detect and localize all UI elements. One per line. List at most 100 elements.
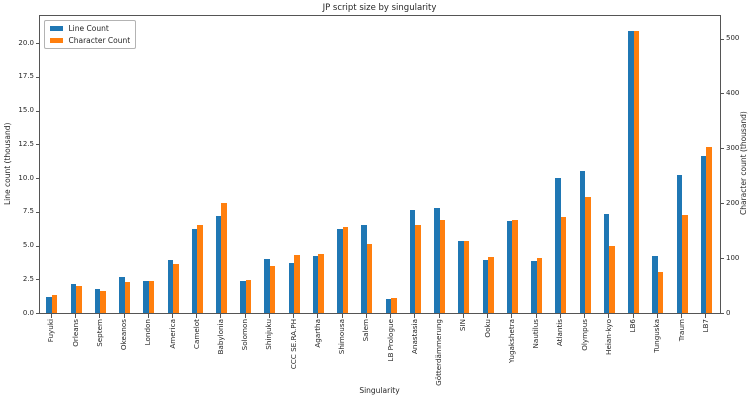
tick-mark bbox=[681, 314, 683, 318]
y-axis-right-label: Character count (thousand) bbox=[739, 111, 748, 216]
bar-line bbox=[434, 207, 440, 313]
bar-char bbox=[415, 225, 421, 313]
x-axis-ticks: Fuyuki Orleans Septem Okeanos London America C… bbox=[39, 317, 720, 397]
x-tick-label: London bbox=[143, 319, 153, 346]
bar-line bbox=[482, 260, 489, 313]
bar-char bbox=[585, 197, 591, 313]
bar-char bbox=[391, 297, 397, 313]
tick-mark bbox=[172, 314, 173, 318]
tick-mark bbox=[365, 314, 367, 318]
tick-mark bbox=[462, 314, 464, 318]
y-tick-label-right: 500 bbox=[726, 34, 740, 42]
x-tick-label: Orleans bbox=[70, 319, 80, 347]
bar-char bbox=[318, 253, 324, 313]
x-tick-label: Traum bbox=[676, 319, 686, 342]
tick-mark bbox=[147, 314, 149, 318]
x-tick-label: Agartha bbox=[312, 319, 322, 348]
bar-char bbox=[536, 258, 543, 313]
x-tick-label: Atlantis bbox=[555, 319, 565, 347]
legend-swatch bbox=[49, 26, 63, 31]
x-tick-label: Fuyuki bbox=[46, 319, 56, 343]
legend-item: Line Count bbox=[49, 23, 130, 35]
legend-label: Character Count bbox=[68, 36, 131, 45]
bar-char bbox=[100, 290, 106, 313]
x-axis-label: Singularity bbox=[359, 386, 400, 395]
tick-mark bbox=[608, 314, 610, 318]
x-tick-label: America bbox=[167, 319, 177, 349]
tick-mark bbox=[268, 314, 270, 318]
tick-mark bbox=[220, 314, 222, 318]
bar-line bbox=[94, 288, 101, 313]
bar-line bbox=[506, 220, 513, 313]
bar-char bbox=[633, 31, 640, 313]
tick-mark bbox=[584, 314, 586, 318]
bar-line bbox=[700, 156, 707, 313]
y-tick-label-right: 300 bbox=[726, 143, 740, 152]
bar-char bbox=[560, 216, 567, 313]
y-tick-label-left: 0.0 bbox=[22, 308, 34, 317]
y-tick-label-left: 2.5 bbox=[22, 274, 34, 283]
bar-char bbox=[294, 254, 300, 313]
x-tick-label: Solomon bbox=[240, 319, 250, 351]
tick-mark bbox=[511, 314, 513, 318]
tick-mark bbox=[414, 314, 416, 318]
tick-mark bbox=[35, 279, 39, 281]
bar-line bbox=[579, 170, 586, 313]
bar-line bbox=[143, 280, 149, 313]
bar-line bbox=[46, 297, 52, 313]
bar-line bbox=[119, 276, 125, 313]
x-tick-label: Olympus bbox=[579, 319, 589, 351]
tick-mark bbox=[35, 313, 39, 314]
tick-mark bbox=[487, 314, 489, 318]
bar-char bbox=[439, 219, 446, 313]
x-tick-label: Yugakshetra bbox=[506, 319, 516, 364]
tick-mark bbox=[559, 314, 561, 318]
bar-char bbox=[124, 281, 131, 313]
tick-mark bbox=[720, 38, 724, 40]
bar-char bbox=[148, 280, 155, 313]
bar-line bbox=[191, 229, 198, 313]
tick-mark bbox=[317, 314, 319, 318]
bar-line bbox=[409, 209, 416, 313]
bar-line bbox=[361, 225, 367, 313]
y-axis-left-ticks: 0.0 2.5 5.0 7.5 10.0 12.5 15.0 17.5 20.0 bbox=[0, 15, 34, 317]
bar-char bbox=[463, 241, 470, 313]
bar-line bbox=[676, 174, 683, 313]
x-tick-label: Tunguska bbox=[652, 319, 662, 353]
x-tick-label: Shinjuku bbox=[264, 319, 274, 350]
bar-line bbox=[628, 30, 634, 313]
bar-line bbox=[603, 214, 610, 313]
tick-mark bbox=[720, 148, 724, 150]
x-tick-label: LB7 bbox=[700, 319, 710, 333]
tick-mark bbox=[35, 76, 39, 78]
x-tick-label: Septem bbox=[94, 319, 104, 347]
tick-mark bbox=[35, 144, 39, 146]
tick-mark bbox=[35, 43, 39, 44]
tick-mark bbox=[50, 314, 52, 318]
bar-char bbox=[173, 264, 179, 313]
x-tick-label: Heian-kyo bbox=[603, 319, 613, 355]
tick-mark bbox=[341, 314, 343, 318]
x-tick-label: Babylonia bbox=[215, 319, 225, 355]
bar-line bbox=[70, 283, 77, 313]
tick-mark bbox=[35, 110, 39, 112]
tick-mark bbox=[123, 314, 125, 318]
tick-mark bbox=[632, 314, 634, 318]
bar-line bbox=[652, 256, 658, 313]
x-tick-label: Götterdämmerung bbox=[434, 319, 444, 386]
y-tick-label-left: 5.0 bbox=[22, 241, 34, 249]
tick-mark bbox=[535, 314, 537, 318]
y-tick-label-left: 20.0 bbox=[18, 38, 34, 47]
x-tick-label: Shimousa bbox=[337, 319, 347, 355]
bar-char bbox=[609, 246, 615, 313]
legend-item: Character Count bbox=[49, 35, 131, 47]
tick-mark bbox=[75, 314, 77, 318]
bar-char bbox=[488, 257, 494, 313]
legend: Line Count Character Count bbox=[43, 20, 136, 49]
bar-char bbox=[269, 266, 276, 313]
bar-char bbox=[245, 279, 252, 313]
x-tick-label: LB Prologue bbox=[385, 319, 395, 362]
x-tick-label: Okeanos bbox=[119, 319, 129, 351]
bar-char bbox=[51, 294, 58, 313]
tick-mark bbox=[720, 258, 724, 260]
